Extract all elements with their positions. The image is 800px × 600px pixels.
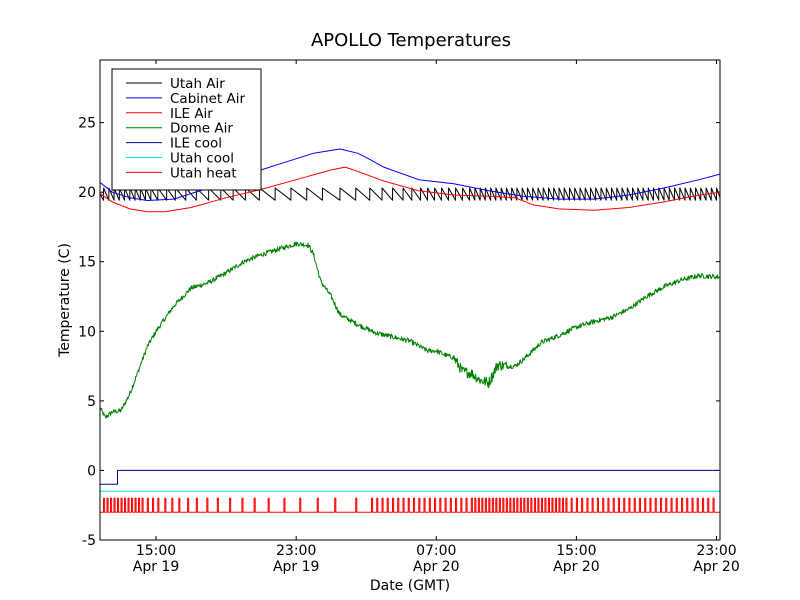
x-axis-label: Date (GMT) <box>370 578 450 594</box>
y-tick-label: -5 <box>82 533 96 549</box>
legend-box <box>111 68 262 191</box>
y-tick-label: 20 <box>78 185 96 201</box>
series-ile-cool <box>100 469 720 485</box>
chart-title: APOLLO Temperatures <box>311 30 511 51</box>
y-axis-label: Temperature (C) <box>57 243 73 358</box>
x-tick-label-date: Apr 19 <box>133 559 179 575</box>
x-tick-label-date: Apr 20 <box>553 559 599 575</box>
legend-label-dome-air: Dome Air <box>170 121 233 137</box>
series-layer <box>99 148 721 513</box>
x-tick-label-time: 15:00 <box>136 543 176 559</box>
x-tick-label-time: 23:00 <box>696 543 736 559</box>
x-tick-label-date: Apr 20 <box>413 559 459 575</box>
legend-label-utah-air: Utah Air <box>170 76 225 92</box>
series-cabinet-air <box>99 148 721 201</box>
legend-label-cabinet-air: Cabinet Air <box>170 91 245 107</box>
legend-label-utah-heat: Utah heat <box>170 165 237 181</box>
x-tick-label-time: 07:00 <box>416 543 456 559</box>
y-tick-label: 0 <box>87 463 96 479</box>
legend-label-utah-cool: Utah cool <box>170 151 234 167</box>
x-tick-label-date: Apr 19 <box>273 559 319 575</box>
legend-label-ile-air: ILE Air <box>170 106 213 122</box>
y-tick-label: 15 <box>78 255 96 271</box>
y-tick-label: 5 <box>87 394 96 410</box>
x-tick-label-date: Apr 20 <box>693 559 739 575</box>
x-tick-label-time: 15:00 <box>556 543 596 559</box>
series-ile-air <box>99 166 721 213</box>
series-utah-air <box>99 187 721 201</box>
series-utah-heat <box>100 497 720 513</box>
x-tick-label-time: 23:00 <box>276 543 316 559</box>
plot-border <box>99 59 721 541</box>
legend-label-ile-cool: ILE cool <box>170 136 222 152</box>
series-dome-air <box>99 241 720 419</box>
y-tick-label: 10 <box>78 324 96 340</box>
y-tick-label: 25 <box>78 116 96 132</box>
